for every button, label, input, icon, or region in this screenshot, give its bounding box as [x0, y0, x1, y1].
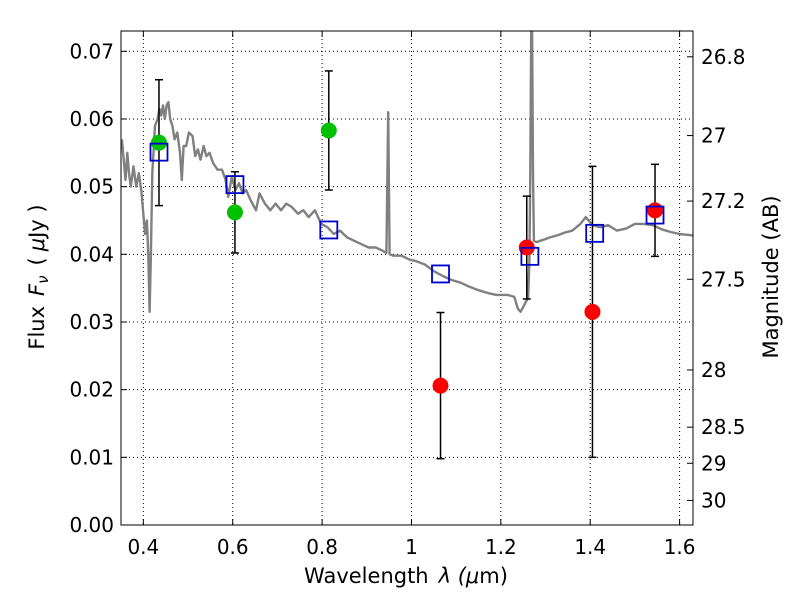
data-point [645, 205, 665, 225]
data-point [520, 246, 540, 266]
y2-tick-label: 29 [701, 451, 726, 475]
data-points-layer [149, 70, 665, 460]
y2-tick-label: 26.8 [701, 45, 746, 69]
data-point [584, 303, 601, 320]
y2-tick-label: 27.5 [701, 267, 746, 291]
x-tick-label: 0.4 [127, 535, 159, 559]
x-tick-label: 0.6 [217, 535, 249, 559]
data-point [585, 223, 605, 243]
data-point [150, 134, 167, 151]
axis-tick-labels: 0.4 0.6 0.8 1 1.2 1.4 1.6 0.00 0.01 0.02 0.03 0.04 0… [69, 39, 745, 559]
x-tick-label: 1 [405, 535, 418, 559]
series-2 [149, 142, 665, 284]
axis-ticks [121, 31, 693, 526]
y2-tick-label: 28.5 [701, 415, 746, 439]
y-tick-label: 0.01 [69, 445, 114, 469]
data-point [431, 264, 450, 284]
y2-axis-label: Magnitude (AB) [759, 195, 783, 358]
grid-lines [121, 31, 693, 526]
y-tick-label: 0.06 [69, 107, 114, 131]
y-tick-label: 0.05 [69, 175, 114, 199]
x-tick-label: 1.6 [664, 535, 696, 559]
data-point [647, 202, 664, 219]
plot-frame [120, 30, 694, 526]
series-0 [150, 70, 337, 254]
y2-tick-label: 28 [701, 358, 726, 382]
data-point [319, 220, 339, 240]
y2-tick-label: 27.2 [701, 189, 746, 213]
y2-tick-label: 27 [701, 124, 726, 148]
x-axis-label: Wavelength λ (μm) [304, 564, 508, 588]
series-1 [432, 163, 664, 460]
model-spectrum-line [121, 31, 693, 313]
data-point [226, 204, 243, 221]
x-tick-label: 1.2 [485, 535, 517, 559]
x-tick-label: 0.8 [306, 535, 338, 559]
data-point [432, 377, 449, 394]
data-point [320, 122, 337, 139]
y-tick-label: 0.07 [69, 39, 114, 63]
data-point [225, 175, 245, 195]
y-tick-label: 0.00 [69, 513, 114, 537]
data-point [149, 142, 169, 162]
model-spectrum-layer [121, 31, 693, 313]
y-axis-label: FluxFν(μJy ) [25, 204, 52, 349]
x-tick-label: 1.4 [574, 535, 606, 559]
y-tick-label: 0.03 [69, 310, 114, 334]
y-tick-label: 0.02 [69, 378, 114, 402]
y-tick-label: 0.04 [69, 242, 114, 266]
y2-tick-label: 30 [701, 488, 726, 512]
